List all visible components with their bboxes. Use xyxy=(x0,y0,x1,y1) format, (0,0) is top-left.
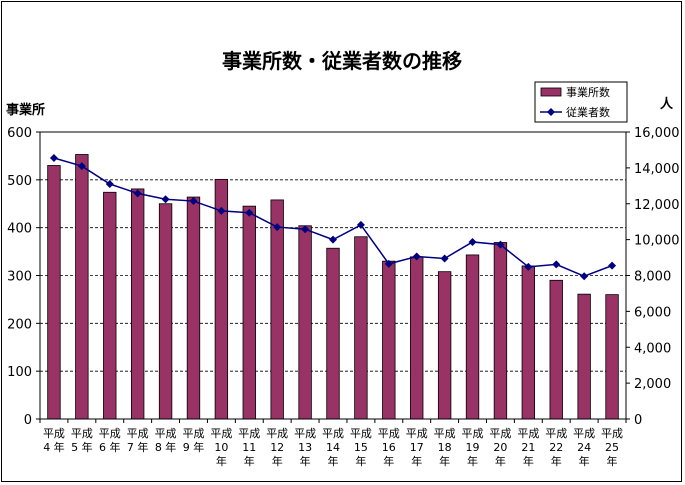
x-tick-label: 平成 19 年 xyxy=(462,427,484,468)
y-tick-label: 100 xyxy=(7,365,32,380)
point-employees xyxy=(189,197,198,206)
y2-axis-label: 人 xyxy=(660,96,674,112)
legend-label-establishments: 事業所数 xyxy=(566,86,610,99)
x-tick-label: 平成 20 年 xyxy=(489,427,511,468)
x-tick-label: 平成 25 年 xyxy=(601,427,623,468)
legend-diamond-marker xyxy=(547,108,555,116)
x-tick-label: 平成 11 年 xyxy=(238,427,260,468)
bar-establishments xyxy=(75,154,89,420)
point-employees xyxy=(245,208,254,217)
x-tick-label: 平成 4 年 xyxy=(43,427,65,454)
y2-tick-labels: 0 2,000 4,000 6,000 8,000 10,000 12,000 14,000 1… xyxy=(634,126,680,428)
point-employees xyxy=(580,272,589,281)
y-tick-label: 500 xyxy=(7,174,32,189)
point-employees xyxy=(440,254,449,263)
point-employees xyxy=(356,220,365,229)
point-employees xyxy=(105,180,114,189)
y2-tick-label: 14,000 xyxy=(634,162,680,177)
x-tick-label: 平成 17 年 xyxy=(406,427,428,468)
bar-establishments xyxy=(410,256,424,420)
axes xyxy=(36,131,630,423)
x-tick-label: 平成 21 年 xyxy=(517,427,539,468)
x-tick-label: 平成 18 年 xyxy=(434,427,456,468)
y2-tick-label: 4,000 xyxy=(634,341,671,356)
point-employees xyxy=(496,240,505,249)
point-employees xyxy=(161,195,170,204)
x-tick-label: 平成 15 年 xyxy=(350,427,372,468)
point-employees xyxy=(301,225,310,234)
legend-label-employees: 従業者数 xyxy=(566,106,610,119)
point-employees xyxy=(133,189,142,198)
y2-tick-label: 8,000 xyxy=(634,270,671,285)
bar-establishments xyxy=(214,178,229,420)
point-employees xyxy=(552,260,561,269)
x-tick-label: 平成 8 年 xyxy=(155,427,177,454)
x-tick-label: 平成 12 年 xyxy=(266,427,288,468)
point-employees xyxy=(384,259,393,268)
point-employees xyxy=(412,252,421,261)
bar-establishments xyxy=(382,260,396,420)
bar-series xyxy=(47,154,619,420)
legend-bar-swatch xyxy=(540,87,562,97)
point-employees xyxy=(217,206,226,215)
bar-establishments xyxy=(298,225,312,420)
bar-establishments xyxy=(242,205,256,420)
y2-tick-label: 0 xyxy=(634,413,642,428)
x-tick-label: 平成 6 年 xyxy=(99,427,121,454)
x-tick-label: 平成 10 年 xyxy=(210,427,232,468)
point-employees xyxy=(468,237,477,246)
y-axis-label: 事業所 xyxy=(6,102,45,118)
y2-tick-label: 2,000 xyxy=(634,377,671,392)
bar-establishments xyxy=(577,293,591,420)
line-series xyxy=(49,154,617,281)
y2-tick-label: 10,000 xyxy=(634,234,680,249)
bar-establishments xyxy=(270,199,284,420)
bar-establishments xyxy=(186,196,201,420)
bar-establishments xyxy=(158,203,173,420)
x-tick-label: 平成 14 年 xyxy=(322,427,344,468)
x-tick-labels: 平成 4 年平成 5 年平成 6 年平成 7 年平成 8 年平成 9 年平成 10 年平成 11 年… xyxy=(43,427,623,468)
x-tick-label: 平成 24 年 xyxy=(573,427,595,468)
y-tick-label: 0 xyxy=(24,413,32,428)
bar-establishments xyxy=(103,191,117,420)
bar-establishments xyxy=(47,165,61,420)
bar-establishments xyxy=(605,294,619,420)
point-employees xyxy=(608,261,617,270)
y-tick-label: 600 xyxy=(7,126,32,141)
x-tick-label: 平成 7 年 xyxy=(127,427,149,454)
y2-tick-label: 6,000 xyxy=(634,305,671,320)
point-employees xyxy=(77,162,86,171)
y2-tick-label: 16,000 xyxy=(634,126,680,141)
point-employees xyxy=(49,154,58,163)
point-employees xyxy=(329,235,337,244)
x-tick-label: 平成 9 年 xyxy=(182,427,204,454)
bar-establishments xyxy=(437,271,452,420)
bar-establishments xyxy=(326,247,340,420)
y2-tick-label: 12,000 xyxy=(634,198,680,213)
bar-establishments xyxy=(521,265,536,420)
y-tick-label: 400 xyxy=(7,222,32,237)
bar-establishments xyxy=(465,254,480,420)
bar-establishments xyxy=(493,242,508,420)
y-tick-label: 200 xyxy=(7,317,32,332)
bar-establishments xyxy=(549,279,563,420)
bar-establishments xyxy=(130,188,145,420)
y-tick-label: 300 xyxy=(7,270,32,285)
chart-title: 事業所数・従業者数の推移 xyxy=(222,49,462,73)
x-tick-label: 平成 13 年 xyxy=(294,427,316,468)
x-tick-label: 平成 16 年 xyxy=(378,427,400,468)
x-tick-label: 平成 22 年 xyxy=(545,427,567,468)
legend: 事業所数 従業者数 xyxy=(534,81,628,123)
point-employees xyxy=(273,223,282,232)
point-employees xyxy=(524,262,533,271)
bar-establishments xyxy=(354,236,368,420)
x-tick-label: 平成 5 年 xyxy=(71,427,93,454)
y-tick-labels: 0 100 200 300 400 500 600 xyxy=(7,126,32,428)
